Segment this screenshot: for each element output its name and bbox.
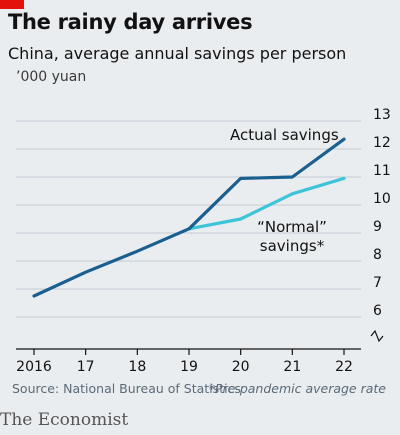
x-tick-label: 18 (128, 359, 146, 375)
y-tick-label: 13 (373, 107, 391, 123)
x-tick-label: 17 (77, 359, 95, 375)
chart-title: The rainy day arrives (8, 10, 253, 34)
series-line-normal-savings (187, 176, 346, 231)
series-label-actual-savings: Actual savings (230, 126, 339, 144)
y-tick-label: 6 (373, 303, 382, 319)
x-tick-label: 20 (232, 359, 250, 375)
y-tick-label: 10 (373, 191, 391, 207)
y-tick-label: 12 (373, 135, 391, 151)
x-tick-label: 22 (335, 359, 353, 375)
economist-logo-text: The Economist (0, 410, 129, 430)
brand-red-tag (0, 0, 24, 9)
y-tick-label: 9 (373, 219, 382, 235)
y-tick-label: 11 (373, 163, 391, 179)
series-line-actual-savings (32, 137, 346, 298)
y-tick-label: 7 (373, 275, 382, 291)
x-tick-label: 19 (180, 359, 198, 375)
series-label-normal-savings-line2: savings* (260, 237, 325, 255)
x-tick-label: 2016 (16, 359, 52, 375)
chart-subtitle: China, average annual savings per person (8, 44, 347, 63)
series-label-normal-savings-line1: “Normal” (257, 218, 327, 236)
axis-break-icon (370, 329, 384, 343)
y-tick-label: 8 (373, 247, 382, 263)
x-tick-label: 21 (283, 359, 301, 375)
chart-unit-label: ’000 yuan (16, 69, 87, 85)
footnote: *Pre-pandemic average rate (208, 381, 386, 396)
source-note: Source: National Bureau of Statistics (12, 381, 241, 396)
